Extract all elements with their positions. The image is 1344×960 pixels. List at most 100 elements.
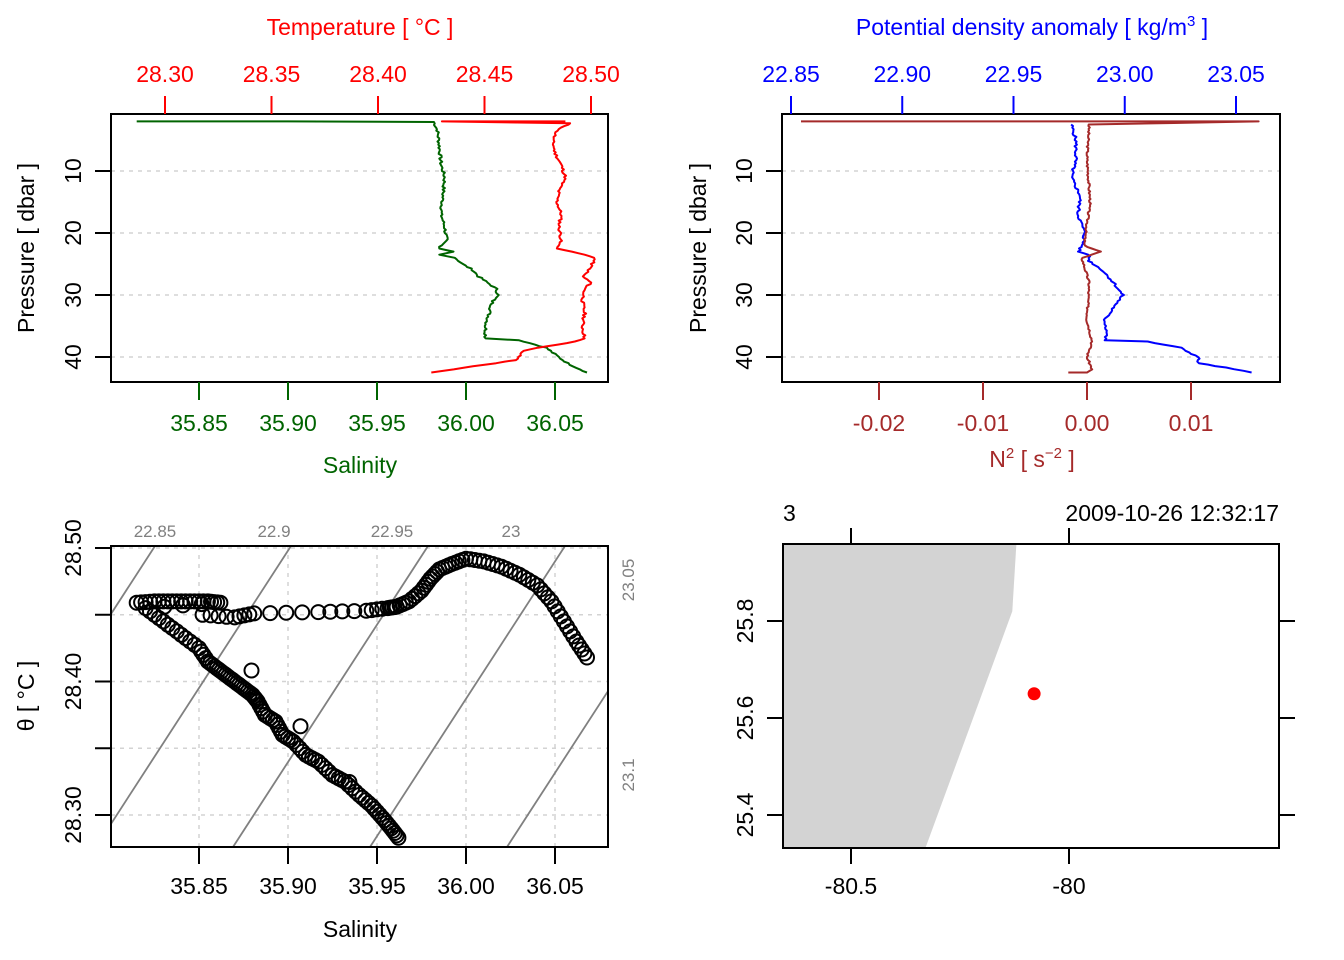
pressure-tick-label: 40 <box>60 344 86 370</box>
ts-point <box>576 645 593 662</box>
n2-tick-label: -0.01 <box>957 410 1009 436</box>
ts-point <box>243 662 260 679</box>
density-line <box>1070 123 1252 374</box>
ts-profile-panel: 28.30 28.35 28.40 28.45 28.50 Temperature [ °… <box>13 14 620 478</box>
pressure-axis-title: Pressure [ dbar ] <box>13 163 39 333</box>
ts-diagram-frame <box>110 545 609 848</box>
n2-axis-title-tail: ] <box>1062 446 1075 472</box>
ts-point <box>245 688 262 705</box>
density-axis-title: Potential density anomaly [ kg/m3 ] <box>856 13 1208 40</box>
pressure-tick-label: 30 <box>731 282 757 308</box>
density-axis-title-tail: ] <box>1195 14 1208 40</box>
ts-point <box>278 604 295 621</box>
latitude-tick-label: 25.4 <box>732 792 758 837</box>
ts-point <box>388 827 405 844</box>
ts-profile-frame <box>110 113 609 383</box>
temperature-axis-title: Temperature [ °C ] <box>267 14 454 40</box>
station-id-label: 3 <box>783 500 796 526</box>
salinity-tick-label: 35.85 <box>170 873 228 899</box>
longitude-tick-label: -80 <box>1052 873 1085 899</box>
ts-point <box>246 605 263 622</box>
salinity-line <box>136 120 588 374</box>
n2-axis-title: N2 [ s−2 ] <box>989 445 1075 472</box>
ts-point <box>390 829 407 846</box>
density-tick-label: 22.95 <box>985 61 1043 87</box>
density-tick-label: 23.05 <box>1207 61 1265 87</box>
latitude-tick-label: 25.8 <box>732 599 758 644</box>
station-map-panel: -80.5 -80 25.4 25.6 25.8 3 2009-10-26 12:32:17 <box>732 500 1295 899</box>
salinity-tick-label: 36.05 <box>526 873 584 899</box>
ts-point <box>194 606 211 623</box>
ts-point <box>562 623 579 640</box>
pressure-tick-label: 30 <box>60 282 86 308</box>
ts-point <box>573 641 590 658</box>
density-tick-label: 22.90 <box>873 61 931 87</box>
isopycnal-label: 22.95 <box>371 522 414 541</box>
isopycnal-label: 23.1 <box>619 758 638 791</box>
ts-point <box>322 603 339 620</box>
ts-point <box>571 637 587 654</box>
isopycnal-line <box>111 546 292 826</box>
station-time-label: 2009-10-26 12:32:17 <box>1065 500 1279 526</box>
ts-point <box>262 605 279 622</box>
ts-point <box>202 607 219 624</box>
ts-point <box>175 597 191 614</box>
ts-point <box>559 618 575 635</box>
ts-diagram-panel: 35.85 35.90 35.95 36.00 36.05 Salinity 28.30 28… <box>13 519 638 942</box>
ts-point <box>549 603 566 620</box>
ts-point <box>193 596 210 613</box>
salinity-tick-label: 35.95 <box>348 873 406 899</box>
salinity-tick-label: 35.95 <box>348 410 406 436</box>
pressure-axis-title: Pressure [ dbar ] <box>685 163 711 333</box>
isopycnal-line <box>369 546 566 847</box>
ts-point <box>579 649 595 666</box>
ts-point <box>360 795 377 811</box>
ts-point <box>552 608 569 625</box>
temperature-tick-label: 28.50 <box>562 61 620 87</box>
salinity-tick-label: 36.00 <box>437 873 495 899</box>
theta-tick-label: 28.40 <box>60 653 86 711</box>
pressure-tick-label: 20 <box>731 220 757 246</box>
latitude-tick-label: 25.6 <box>732 696 758 741</box>
temperature-tick-label: 28.35 <box>243 61 301 87</box>
n2-axis-title-sup: 2 <box>1006 445 1014 462</box>
ts-point <box>568 633 585 650</box>
salinity-axis-title: Salinity <box>323 916 398 942</box>
pressure-tick-label: 20 <box>60 220 86 246</box>
salinity-axis-title: Salinity <box>323 452 398 478</box>
land-polygon <box>783 544 1017 848</box>
isopycnal-line <box>111 546 156 616</box>
n2-tick-label: 0.00 <box>1065 410 1110 436</box>
salinity-tick-label: 36.05 <box>526 410 584 436</box>
density-axis-title-sup: 3 <box>1187 13 1195 30</box>
n2-line <box>801 120 1260 374</box>
ts-point <box>358 602 375 619</box>
n2-tick-label: -0.02 <box>853 410 905 436</box>
isopycnal-line <box>506 689 608 847</box>
salinity-tick-label: 35.85 <box>170 410 228 436</box>
density-axis-title-main: Potential density anomaly [ kg/m <box>856 14 1187 40</box>
ts-point <box>310 604 327 621</box>
ts-point <box>341 774 358 790</box>
theta-axis-title: θ [ °C ] <box>13 661 39 732</box>
isopycnal-label: 23 <box>502 522 521 541</box>
temperature-tick-label: 28.40 <box>349 61 407 87</box>
ts-point <box>386 825 403 841</box>
n2-tick-label: 0.01 <box>1169 410 1214 436</box>
ts-point <box>218 608 235 625</box>
temperature-tick-label: 28.30 <box>136 61 194 87</box>
isopycnal-label: 22.9 <box>257 522 290 541</box>
salinity-tick-label: 35.90 <box>259 410 317 436</box>
theta-tick-label: 28.50 <box>60 519 86 577</box>
ts-point <box>292 718 309 735</box>
ts-point <box>334 603 351 620</box>
density-n2-frame <box>781 113 1281 383</box>
n2-axis-title-sup2: −2 <box>1045 445 1062 462</box>
salinity-tick-label: 35.90 <box>259 873 317 899</box>
density-tick-label: 22.85 <box>762 61 820 87</box>
station-map-frame <box>782 543 1280 849</box>
isopycnal-label: 22.85 <box>134 522 177 541</box>
density-n2-panel: 22.85 22.90 22.95 23.00 23.05 Potential densi… <box>685 13 1281 472</box>
n2-axis-title-main: N <box>989 446 1006 472</box>
